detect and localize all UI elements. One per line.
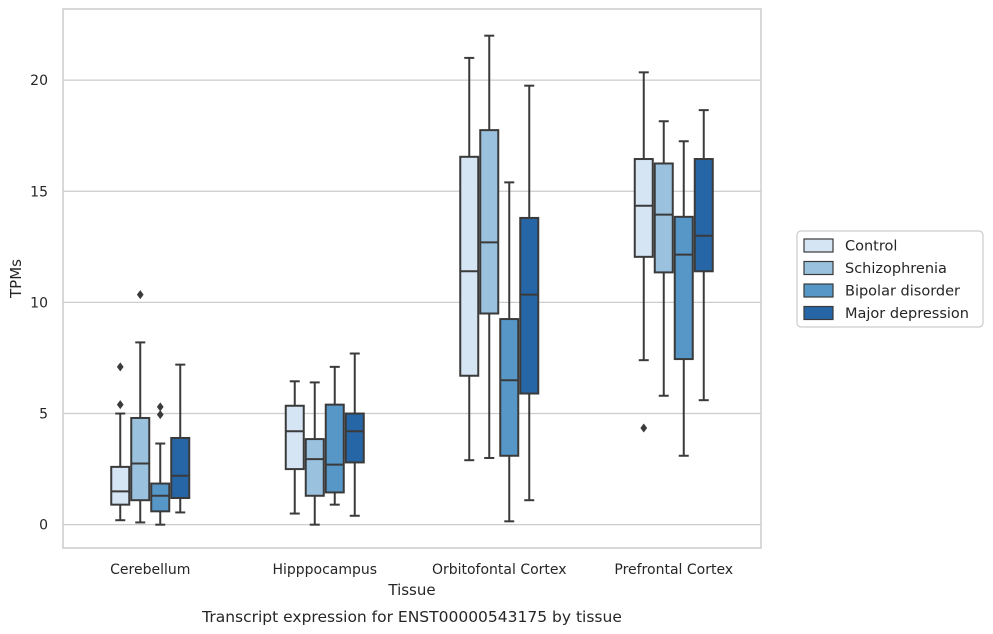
box-iqr [653, 162, 674, 274]
box-iqr [633, 158, 654, 258]
box-schizophrenia [479, 34, 500, 459]
legend-swatch [803, 238, 834, 253]
x-tick-label: Prefrontal Cortex [614, 562, 733, 578]
box-schizophrenia [130, 290, 151, 524]
y-tick-label: 10 [30, 295, 48, 311]
box-iqr [693, 158, 714, 273]
box-bipolar-disorder [673, 140, 694, 457]
box-major-depression [519, 84, 540, 502]
legend-frame [796, 230, 984, 328]
box-iqr [499, 318, 520, 457]
legend-swatch [803, 260, 834, 276]
x-tick-label: Hipppocampus [272, 562, 377, 578]
box-iqr [479, 129, 500, 315]
y-tick-label: 20 [30, 73, 48, 89]
box-iqr [519, 216, 540, 395]
x-axis-title: Tissue [387, 581, 435, 599]
box-series [110, 34, 714, 526]
x-tick-labels: Cerebellum Hipppocampus Orbitofontal Corte… [110, 562, 733, 578]
box-iqr [304, 438, 325, 497]
legend-swatch [803, 305, 834, 321]
x-tick-label: Orbitofontal Cortex [432, 562, 567, 578]
box-iqr [170, 436, 191, 499]
box-control [633, 71, 654, 433]
y-tick-label: 15 [30, 184, 48, 200]
box-bipolar-disorder [324, 365, 345, 506]
legend-label: Control [845, 239, 897, 255]
outlier-point [156, 410, 164, 420]
box-major-depression [693, 109, 714, 402]
y-axis-title: TPMs [7, 259, 25, 299]
legend: Control Schizophrenia Bipolar disorder Majo… [796, 230, 984, 328]
grid-lines [63, 79, 761, 526]
box-bipolar-disorder [150, 402, 171, 526]
box-control [110, 362, 131, 522]
y-tick-labels: 0 5 10 15 20 [30, 73, 48, 534]
outlier-point [156, 402, 164, 412]
legend-label: Schizophrenia [845, 261, 947, 277]
box-iqr [110, 465, 131, 506]
box-major-depression [344, 352, 365, 517]
box-major-depression [170, 363, 191, 514]
outlier-point [116, 362, 124, 372]
plot-frame [62, 8, 762, 549]
box-schizophrenia [653, 120, 674, 397]
chart-caption: Transcript expression for ENST0000054317… [201, 608, 622, 626]
outlier-point [116, 400, 124, 410]
box-iqr [324, 403, 345, 494]
y-tick-label: 5 [39, 407, 48, 423]
box-iqr [130, 416, 151, 502]
box-iqr [459, 155, 480, 377]
box-schizophrenia [304, 381, 325, 526]
box-control [459, 56, 480, 462]
legend-label: Major depression [845, 306, 969, 322]
box-iqr [150, 482, 171, 513]
legend-label: Bipolar disorder [845, 284, 960, 300]
y-tick-label: 0 [39, 518, 48, 534]
box-iqr [344, 412, 365, 464]
legend-swatch [803, 283, 834, 298]
box-control [284, 380, 305, 515]
box-iqr [284, 404, 305, 471]
outlier-point [136, 290, 144, 300]
box-iqr [673, 215, 694, 361]
outlier-point [640, 423, 648, 433]
x-tick-label: Cerebellum [110, 562, 190, 578]
box-bipolar-disorder [499, 181, 520, 523]
